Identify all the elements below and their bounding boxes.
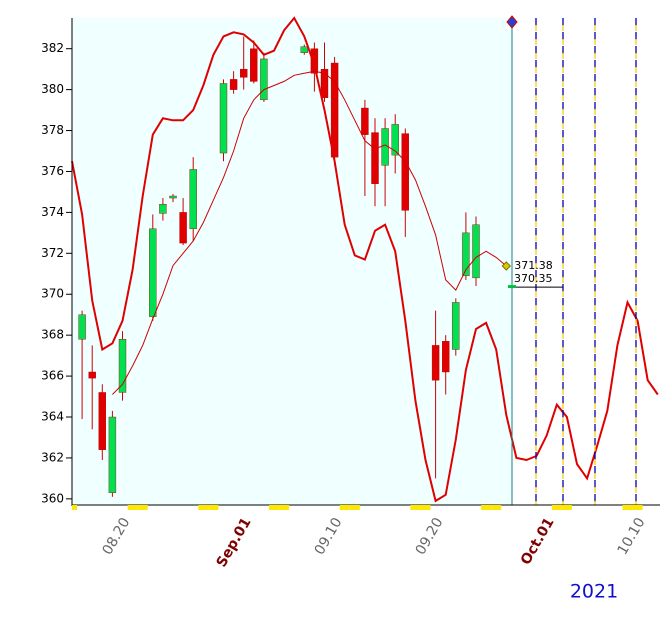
weekend-block [339,505,350,510]
weekend-block [198,505,209,510]
weekend-block [491,505,502,510]
value-marker [501,261,512,271]
weekend-block [269,505,279,510]
weekend-block [208,505,219,510]
candle-body [88,371,96,379]
x-tick-label: Sep.01 [214,515,255,570]
last-price-marker [508,285,516,289]
candle-body [401,133,409,211]
weekend-block [622,505,633,510]
candle-body [239,68,248,78]
candle-body [300,46,308,53]
marks [71,16,659,503]
candle-body [179,212,187,244]
candle-body [149,228,157,317]
y-tick-label: 374 [41,205,64,219]
y-tick-label: 360 [41,491,64,505]
y-tick-label: 378 [41,123,64,137]
y-tick-label: 364 [41,410,64,424]
weekend-block [481,505,492,510]
weekend-block [410,505,421,510]
weekend-block [420,505,431,510]
y-tick-label: 370 [41,287,64,301]
candle-body [108,416,117,493]
candle-body [371,132,379,184]
x-tick-label: 10.10 [615,515,649,558]
candle-body [98,392,107,450]
y-tick-label: 382 [41,41,64,55]
value-label: 371.38 [514,259,553,272]
candle-body [260,58,268,101]
candle-body [219,83,228,154]
candle-body [431,345,440,381]
y-tick-label: 372 [41,246,64,260]
candle-body [78,314,86,340]
candle-body [310,48,319,74]
x-tick-label: Oct.01 [518,515,558,568]
line-series [71,16,659,503]
candle-body [391,124,399,156]
candle-body [452,302,460,350]
candle-body [250,48,258,82]
candle-body [330,62,339,158]
forecast-lines-alt [535,18,637,505]
weekend-block [561,505,572,510]
candle-body [472,224,480,279]
y-tick-label: 366 [41,369,64,383]
weekend-block [279,505,290,510]
candle-body [229,79,238,90]
candle-body [320,68,329,99]
y-tick-label: 368 [41,328,64,342]
weekend-block [137,505,148,510]
candle-body [361,107,369,135]
x-tick-label: 09.20 [413,515,447,558]
candle-body [189,169,197,229]
weekend-block [349,505,360,510]
weekend-block [551,505,562,510]
candle-body [442,341,450,373]
line-series [112,70,507,395]
candle-body [118,339,127,393]
x-tick-label: 08.20 [100,515,134,558]
y-tick-label: 362 [41,450,64,464]
weekend-block [632,505,643,510]
candle-body [159,204,167,214]
history-background [72,18,512,505]
weekend-block [127,505,138,510]
year-label: 2021 [570,581,618,603]
y-tick-label: 376 [41,164,64,178]
x-tick-label: 09.10 [312,515,346,558]
last-price-label: 370.35 [514,272,553,285]
candle-body [169,195,177,199]
forecast-lines [535,18,637,505]
y-tick-label: 380 [41,82,64,96]
candle-body [462,232,470,277]
weekend-block [72,505,77,510]
today-marker [506,15,518,29]
